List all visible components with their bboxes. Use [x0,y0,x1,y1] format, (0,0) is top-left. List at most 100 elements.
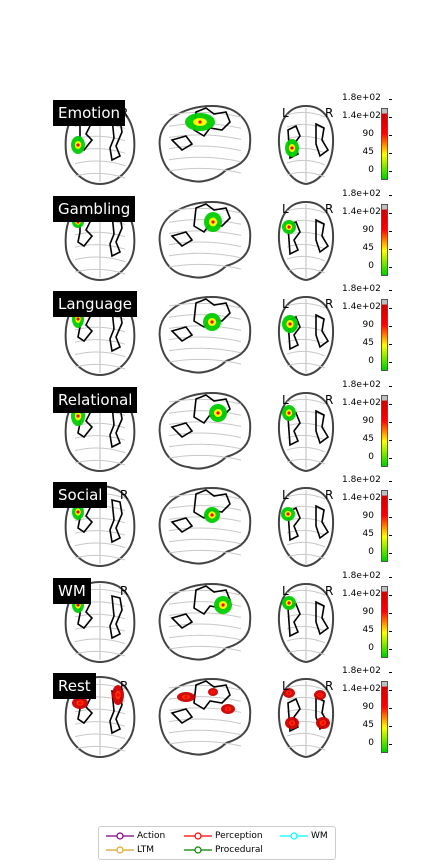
colorbar-tick-mark [389,726,392,727]
colorbar-tick-label: 45 [362,243,374,253]
activation-blob [214,596,232,614]
colorbar-tick-label: 1.8e+02 [342,475,381,485]
legend-marker-icon [106,832,134,840]
colorbar-tick-label: 45 [362,434,374,444]
panel-title: Emotion [53,100,125,126]
colorbar-tick-label: 1.8e+02 [342,189,381,199]
hemisphere-right-label: R [120,584,129,598]
colorbar-tick-mark [389,708,392,709]
colorbar-tick-mark [389,326,392,327]
activation-blob [282,405,296,421]
colorbar-tick-mark [389,195,392,196]
colorbar-tick-mark [389,135,392,136]
hemisphere-right-label: R [325,297,334,311]
colorbar-tick-label: 0 [368,452,374,462]
colorbar-tick-mark [389,290,392,291]
hemisphere-right-label: R [325,679,334,693]
colorbar-tick-label: 90 [362,702,374,712]
hemisphere-right-label: R [325,488,334,502]
colorbar-tick-mark [389,458,392,459]
colorbar-tick-mark [389,649,392,650]
colorbar-tick-label: 45 [362,529,374,539]
colorbar-tick-label: 1.8e+02 [342,380,381,390]
colorbar-tick-label: 1.8e+02 [342,571,381,581]
colorbar [381,490,388,562]
brain-views [64,102,335,186]
activation-blob [285,717,299,729]
colorbar-tick-label: 0 [368,261,374,271]
colorbar-tick-mark [389,440,392,441]
colorbar-tick-label: 0 [368,356,374,366]
hemisphere-left-label: L [282,297,289,311]
colorbar-tick-label: 90 [362,129,374,139]
activation-blob [283,688,295,698]
hemisphere-left-label: L [282,488,289,502]
activation-blob [72,504,84,520]
hemisphere-right-label: R [325,393,334,407]
colorbar-tick-mark [389,99,392,100]
colorbar-tick-mark [389,422,392,423]
colorbar-tick-mark [389,117,392,118]
colorbar-tick-mark [389,308,392,309]
activation-blob [112,685,124,705]
colorbar-tick-label: 0 [368,643,374,653]
legend: Action LTM Perception Procedural WM [98,826,336,860]
colorbar-tick-mark [389,631,392,632]
colorbar-tick-mark [389,517,392,518]
hemisphere-left-label: L [282,393,289,407]
hemisphere-right-label: R [120,679,129,693]
colorbar-tick-label: 45 [362,147,374,157]
activation-blob [208,688,218,696]
colorbar [381,204,388,276]
hemisphere-right-label: R [325,202,334,216]
hemisphere-left-label: L [282,679,289,693]
colorbar-tick-label: 0 [368,165,374,175]
activation-blob [209,404,227,422]
colorbar-tick-mark [389,171,392,172]
sagittal-brain-glass-icon [158,391,252,470]
sagittal-brain-glass-icon [158,295,252,374]
panel-rest: Rest R L R 1.8e+02 1.4e+02 90 45 0 [0,666,432,769]
hemisphere-right-label: R [120,488,129,502]
colorbar-tick-mark [389,595,392,596]
colorbar [381,108,388,180]
colorbar-tick-mark [389,404,392,405]
colorbar-tick-label: 45 [362,625,374,635]
legend-label: Action [137,831,166,841]
colorbar-tick-mark [389,613,392,614]
activation-blob [71,136,85,154]
colorbar [381,395,388,467]
colorbar-tick-label: 1.8e+02 [342,284,381,294]
hemisphere-left-label: L [282,584,289,598]
colorbar-tick-mark [389,481,392,482]
sagittal-brain-glass-icon [158,677,252,756]
legend-label: Procedural [215,845,263,855]
activation-blob [285,139,299,157]
colorbar [381,299,388,371]
legend-marker-icon [184,832,212,840]
panel-title: WM [53,578,91,604]
panel-title: Language [53,291,138,317]
activation-blob [221,704,235,714]
colorbar-tick-label: 90 [362,320,374,330]
activation-blob [185,113,215,131]
colorbar-tick-label: 90 [362,416,374,426]
colorbar-tick-label: 0 [368,547,374,557]
activation-blob [282,315,298,333]
panel-title: Social [53,482,108,508]
activation-blob [316,717,330,729]
legend-marker-icon [106,846,134,854]
activation-blob [177,692,195,702]
colorbar-tick-mark [389,690,392,691]
legend-label: LTM [137,845,155,855]
sagittal-brain-glass-icon [158,104,252,183]
colorbar-tick-label: 1.4e+02 [342,684,381,694]
sagittal-brain-glass-icon [158,486,252,565]
colorbar-tick-mark [389,153,392,154]
colorbar-tick-label: 45 [362,720,374,730]
hemisphere-right-label: R [325,584,334,598]
activation-blob [282,220,296,234]
